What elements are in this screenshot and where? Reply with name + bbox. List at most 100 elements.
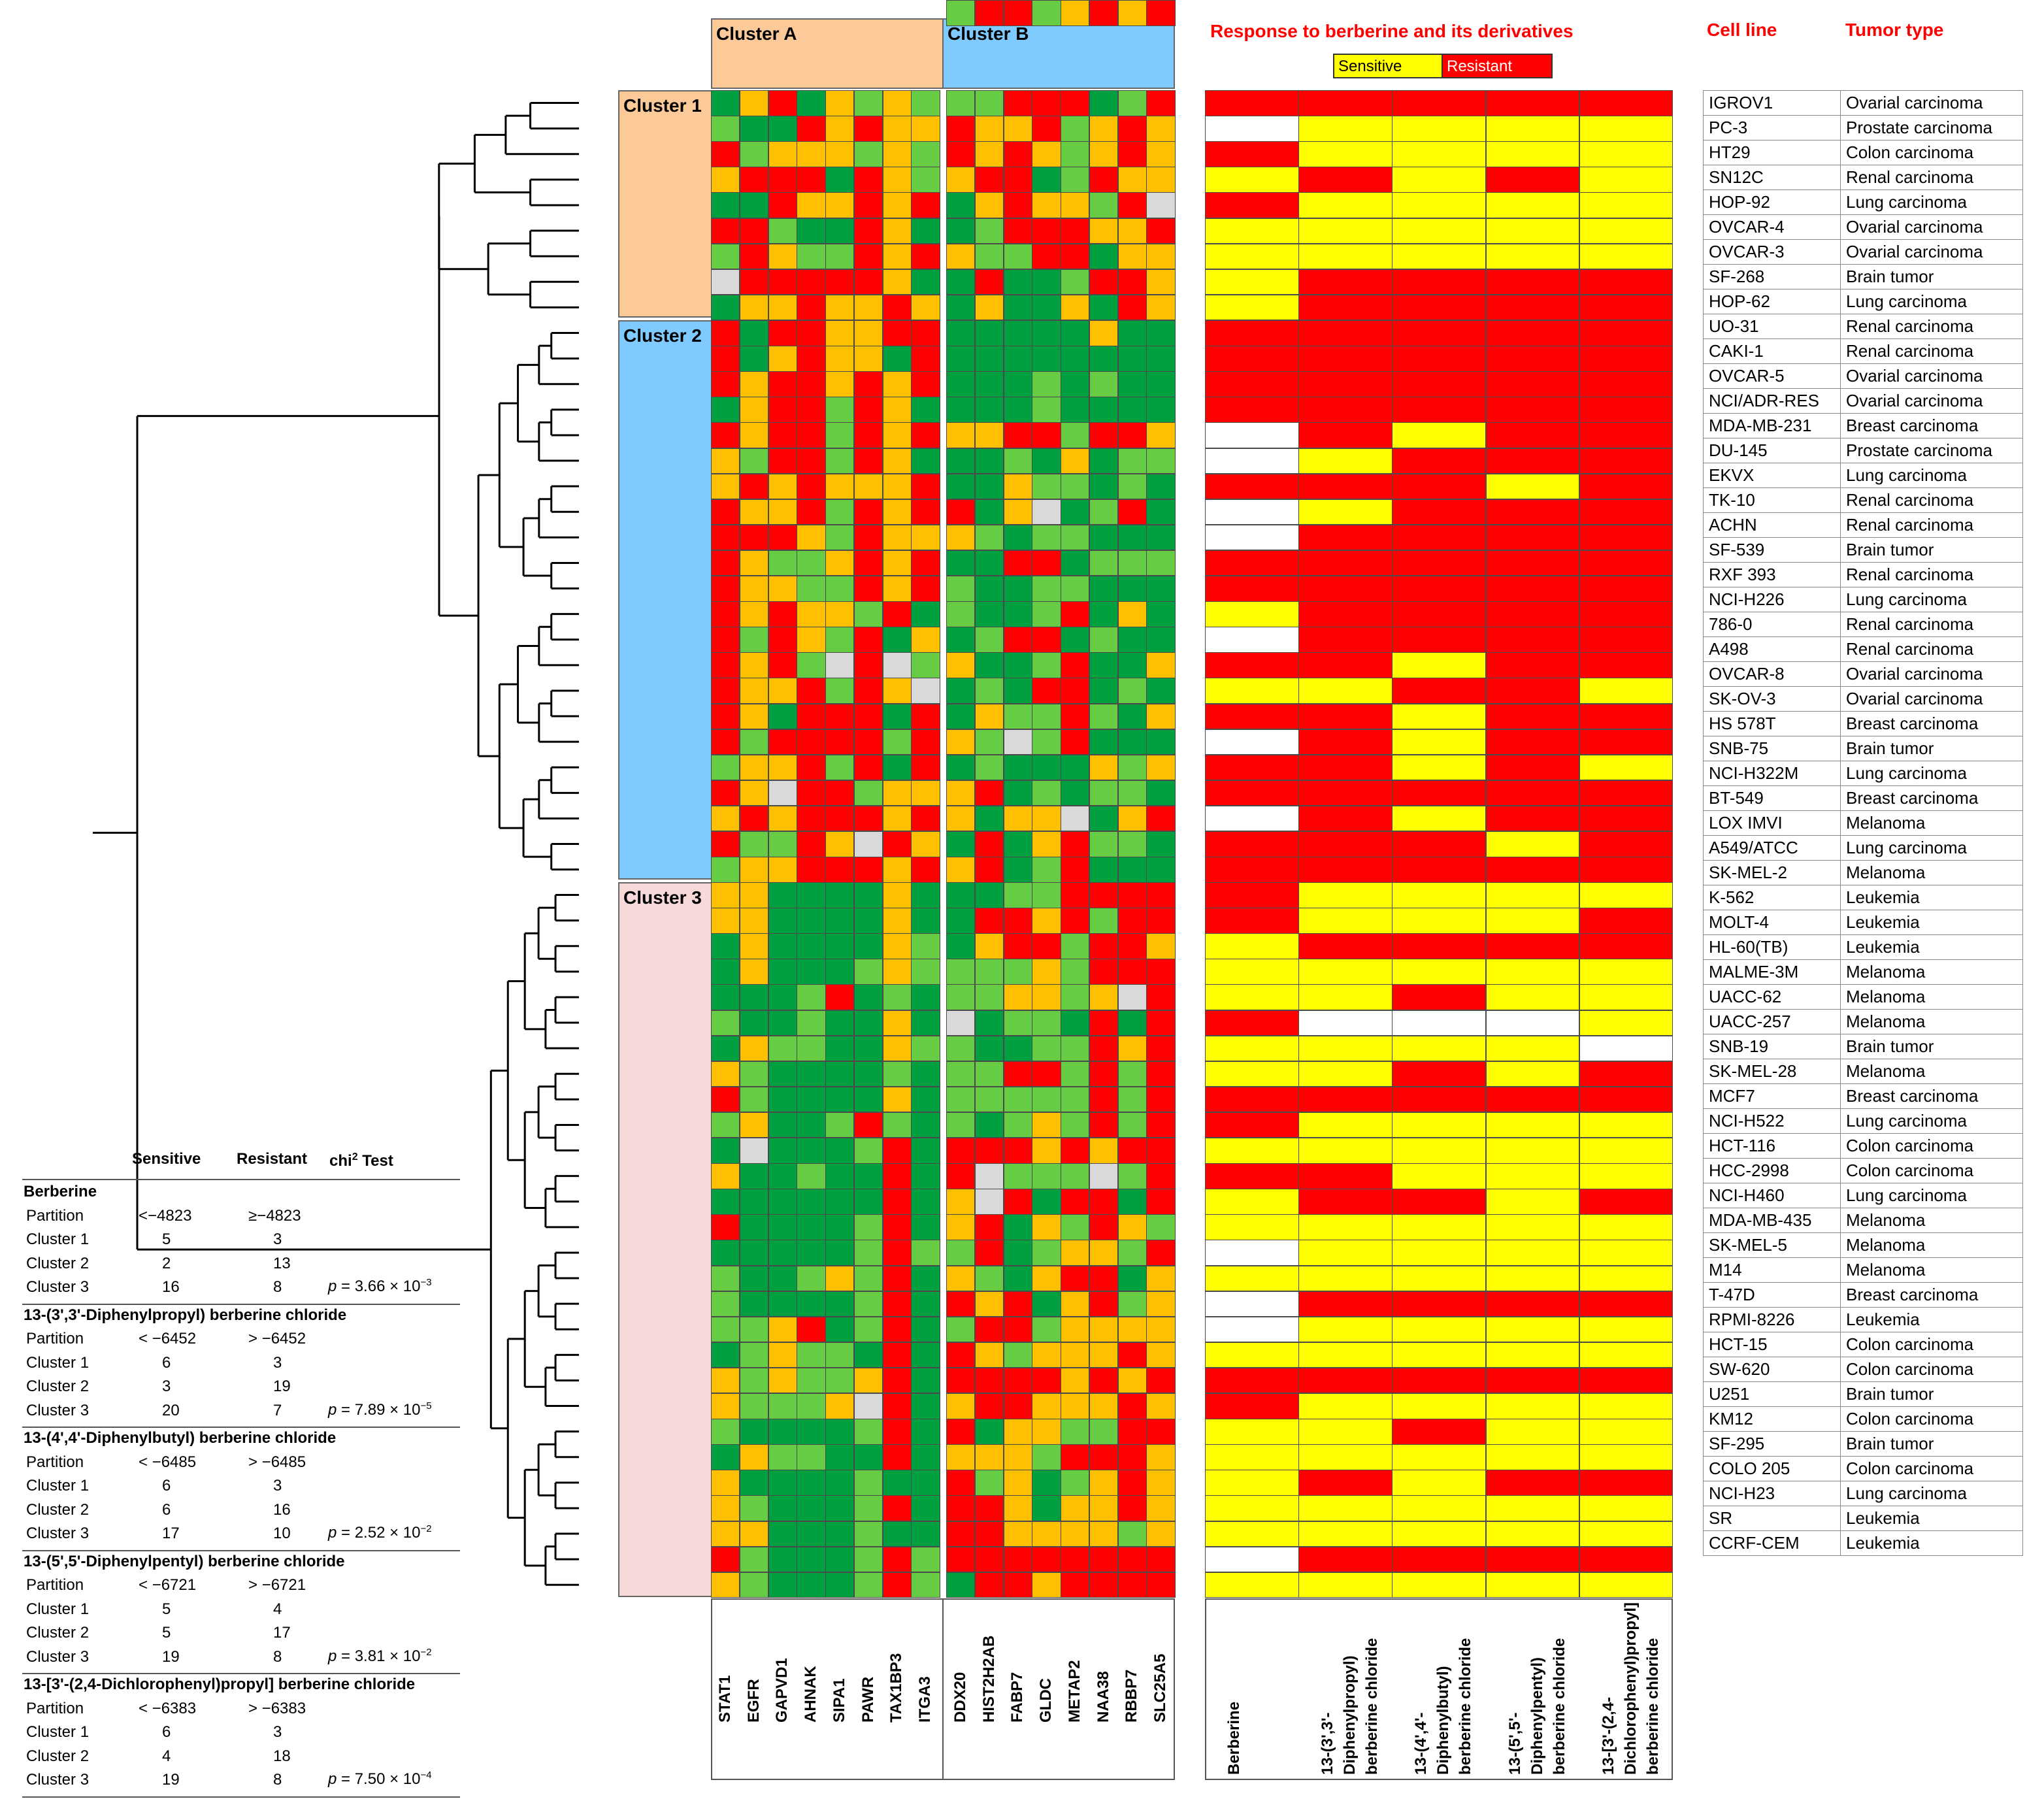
expression-b-cell [974, 754, 1004, 781]
response-cell [1392, 1444, 1487, 1470]
expression-a-cell [739, 1291, 768, 1317]
response-cell [1298, 524, 1393, 551]
tumor-type: Breast carcinoma [1840, 1083, 2023, 1109]
expression-b-cell [1003, 652, 1032, 678]
expression-b-cell [1003, 243, 1032, 270]
expression-b-cell [1146, 524, 1176, 551]
expression-b-cell [1061, 1393, 1090, 1419]
expression-a-cell [882, 1546, 912, 1573]
expression-a-cell [739, 192, 768, 218]
cell-line-row: M14 Melanoma [1703, 1257, 2023, 1283]
expression-a-cell [711, 90, 740, 116]
response-cell [1392, 294, 1487, 321]
expression-a-cell [797, 499, 826, 525]
dendrogram [93, 102, 579, 1586]
expression-b-cell [1089, 805, 1118, 832]
expression-a-cell [739, 422, 768, 448]
expression-b-cell [1117, 141, 1147, 167]
expression-b-cell [1003, 499, 1032, 525]
response-cell [1579, 294, 1673, 321]
expression-b-cell [1146, 1342, 1176, 1368]
response-cell [1392, 1138, 1487, 1164]
expression-b-cell [1032, 1444, 1061, 1470]
response-cell [1579, 678, 1673, 704]
drug-label: 13-(4',4'-Diphenylbutyl) berberine chlor… [1412, 1638, 1475, 1775]
expression-b-cell [1117, 116, 1147, 142]
expression-a-cell [711, 320, 740, 346]
tumor-type: Renal carcinoma [1840, 512, 2023, 538]
expression-b-cell [1061, 448, 1090, 474]
response-cell [1485, 908, 1580, 934]
expression-a-cell [825, 1342, 855, 1368]
cell-line-row: RXF 393 Renal carcinoma [1703, 562, 2023, 587]
response-cell [1392, 601, 1487, 627]
cell-line-name: HCT-116 [1703, 1133, 1841, 1159]
expression-a-cell [911, 729, 940, 755]
expression-b-cell [946, 499, 976, 525]
expression-a-cell [882, 141, 912, 167]
sensitive-legend-label: Sensitive [1338, 58, 1402, 75]
expression-b-cell [1146, 269, 1176, 295]
expression-b-cell [1089, 1163, 1118, 1189]
response-cell [1579, 1061, 1673, 1087]
expression-a-cell [797, 448, 826, 474]
expression-a-cell [797, 1291, 826, 1317]
tumor-type: Ovarial carcinoma [1840, 686, 2023, 712]
expression-a-cell [711, 397, 740, 423]
response-cell [1298, 473, 1393, 500]
expression-a-cell [711, 1291, 740, 1317]
expression-a-cell [711, 1444, 740, 1470]
expression-b-cell [1061, 1061, 1090, 1087]
response-cell [1205, 346, 1299, 372]
expression-a-cell [768, 754, 797, 781]
expression-a-cell [853, 269, 883, 295]
expression-a-cell [825, 141, 855, 167]
expression-b-cell [1146, 1086, 1176, 1113]
expression-a-cell [739, 1419, 768, 1445]
expression-b-cell [1089, 1138, 1118, 1164]
expression-b-cell [1089, 1061, 1118, 1087]
response-cell [1298, 422, 1393, 448]
response-cell [1579, 984, 1673, 1010]
cell-line-name: COLO 205 [1703, 1456, 1841, 1481]
response-cell [1205, 192, 1299, 218]
expression-a-cell [853, 1367, 883, 1394]
expression-a-cell [853, 218, 883, 244]
response-cell [1485, 1189, 1580, 1215]
expression-b-cell [1089, 1086, 1118, 1113]
expression-a-cell [911, 1546, 940, 1573]
expression-a-cell [739, 1010, 768, 1036]
gene-label: DDX20 [951, 1672, 969, 1723]
expression-b-cell [1061, 1240, 1090, 1266]
p-exp: −2 [420, 1523, 432, 1534]
expression-a-cell [882, 269, 912, 295]
cell-line-row: SK-MEL-5 Melanoma [1703, 1232, 2023, 1258]
response-cell [1205, 1316, 1299, 1343]
expression-a-cell [882, 397, 912, 423]
response-cell [1298, 1265, 1393, 1292]
expression-a-cell [739, 218, 768, 244]
cell-line-name: NCI-H322M [1703, 761, 1841, 786]
cell-line-name: HCC-2998 [1703, 1158, 1841, 1183]
expression-b-cell [974, 243, 1004, 270]
response-cell [1485, 1138, 1580, 1164]
cell-line-row: OVCAR-8 Ovarial carcinoma [1703, 661, 2023, 687]
expression-a-cell [882, 1112, 912, 1138]
response-cell [1485, 1061, 1580, 1087]
expression-a-cell [882, 1444, 912, 1470]
expression-b-cell [1061, 857, 1090, 883]
expression-a-cell [711, 1495, 740, 1521]
response-cell [1579, 1163, 1673, 1189]
expression-b-cell [1003, 908, 1032, 934]
tumor-type: Prostate carcinoma [1840, 115, 2023, 140]
expression-a-cell [825, 1189, 855, 1215]
stats-resistant-count: 13 [273, 1254, 291, 1272]
expression-b-cell [946, 805, 976, 832]
expression-a-cell [882, 1470, 912, 1496]
tumor-type: Colon carcinoma [1840, 1158, 2023, 1183]
expression-b-cell [1146, 1240, 1176, 1266]
expression-a-cell [739, 1316, 768, 1343]
expression-b-cell [1117, 1086, 1147, 1113]
tumor-type: Lung carcinoma [1840, 761, 2023, 786]
expression-b-cell [1003, 576, 1032, 602]
